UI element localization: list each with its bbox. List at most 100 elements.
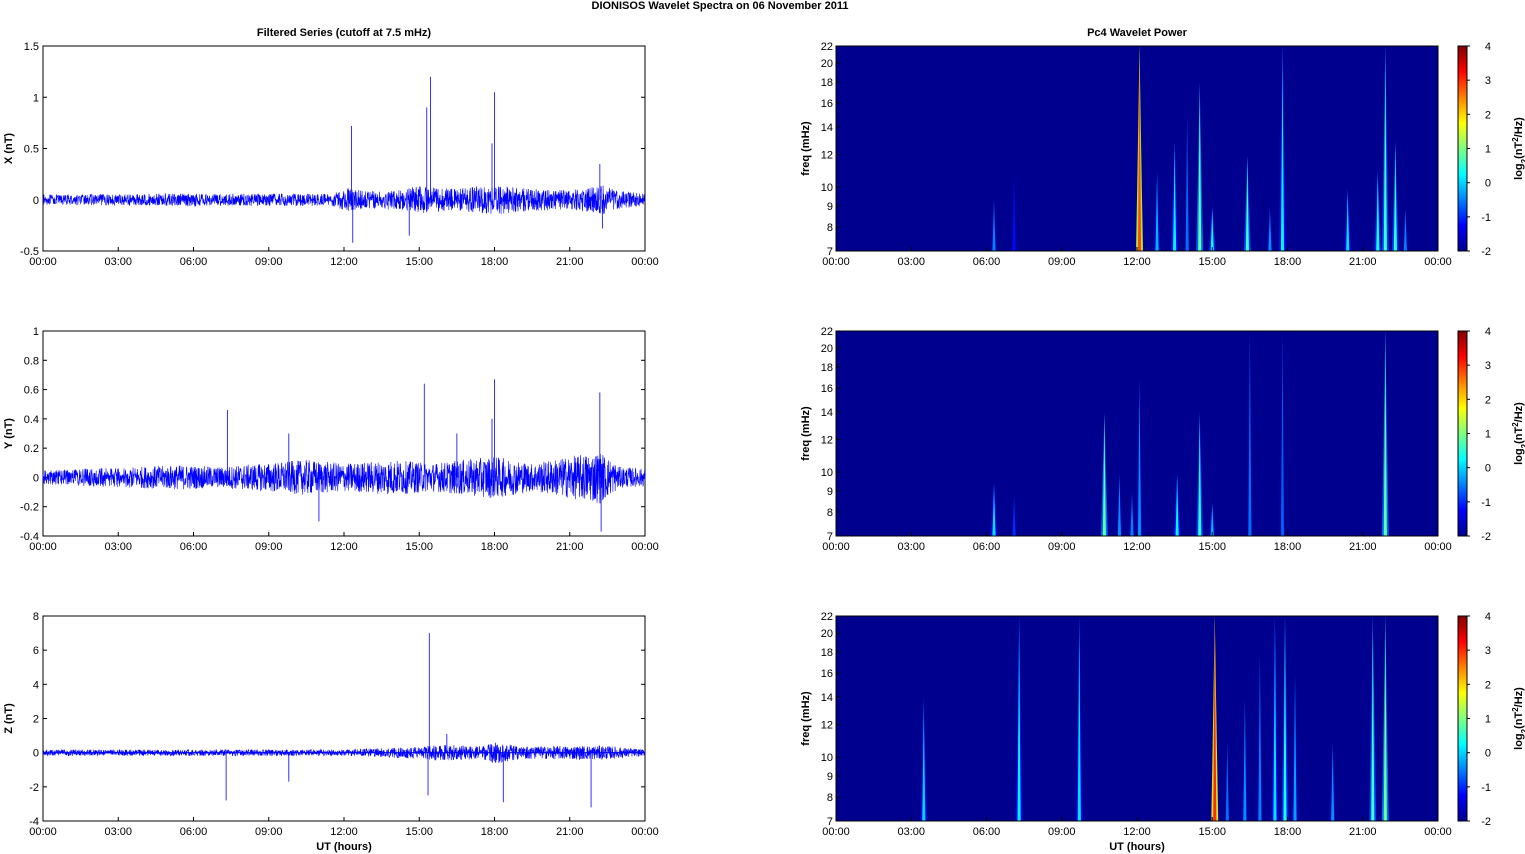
series-ytick-label: 0	[33, 472, 39, 484]
spectrogram-xtick-label: 06:00	[973, 256, 1001, 268]
spectrogram-burst	[1012, 493, 1016, 536]
series-xtick-label: 15:00	[405, 541, 433, 553]
spectrogram-ytick-label: 9	[827, 201, 833, 213]
colorbar-tick-label: 2	[1485, 109, 1491, 121]
series-xtick-label: 15:00	[405, 826, 433, 838]
spectrogram-xtick-label: 09:00	[1048, 826, 1076, 838]
series-xtick-label: 12:00	[330, 256, 358, 268]
series-ytick-label: -2	[29, 782, 39, 794]
spectrogram-burst	[1137, 46, 1142, 251]
spectrogram-xtick-label: 18:00	[1274, 256, 1302, 268]
spectrogram-burst	[1175, 474, 1179, 536]
spectrogram-burst	[992, 198, 996, 251]
series-xtick-label: 03:00	[104, 541, 132, 553]
spectrogram-burst	[1280, 331, 1285, 536]
colorbar-tick-label: 0	[1485, 178, 1491, 190]
x-axis-label-right: UT (hours)	[1109, 841, 1165, 853]
spectrogram-burst	[1117, 474, 1122, 536]
series-xtick-label: 09:00	[255, 256, 283, 268]
spectrogram-xtick-label: 15:00	[1198, 256, 1226, 268]
spectrogram-burst	[1245, 156, 1249, 251]
series-frame	[42, 330, 646, 537]
spectrogram-ytick-label: 22	[821, 611, 833, 623]
spectrogram-burst	[1012, 172, 1016, 251]
spectrogram-background	[836, 616, 1438, 821]
series-ytick-label: 1.5	[24, 41, 39, 53]
spectrogram-ytick-label: 22	[821, 326, 833, 338]
colorbar	[1457, 615, 1468, 822]
spectrogram-xtick-label: 21:00	[1349, 541, 1377, 553]
spectrogram-xtick-label: 00:00	[1424, 541, 1452, 553]
spectrogram-xtick-label: 00:00	[822, 256, 850, 268]
spectrogram-xtick-label: 18:00	[1274, 541, 1302, 553]
spectrogram-ytick-label: 7	[827, 246, 833, 258]
series-xtick-label: 21:00	[556, 256, 584, 268]
spectrogram-ytick-label: 12	[821, 720, 833, 732]
series-panel-x: 1.510.50-0.500:00 03:00 06:00 09:00 12:00 15:…	[3, 41, 659, 268]
spectrogram-burst	[1273, 616, 1277, 821]
colorbar-tick-label: 4	[1485, 41, 1491, 53]
series-ytick-label: 8	[33, 611, 39, 623]
colorbar-tick-label: 0	[1485, 463, 1491, 475]
series-xtick-label: 18:00	[481, 826, 509, 838]
spectrogram-ytick-label: 16	[821, 668, 833, 680]
series-xtick-label: 00:00	[29, 541, 57, 553]
spectrogram-ytick-label: 7	[827, 816, 833, 828]
spectrogram-xtick-label: 09:00	[1048, 256, 1076, 268]
spectrogram-burst	[1293, 675, 1297, 821]
series-ytick-label: 0	[33, 195, 39, 207]
spectrogram-ytick-label: 14	[821, 407, 833, 419]
spectrogram-ytick-label: 9	[827, 486, 833, 498]
spectrogram-xtick-label: 00:00	[1424, 826, 1452, 838]
spectrogram-burst	[1198, 83, 1202, 251]
spectrogram-ytick-label: 7	[827, 531, 833, 543]
spectrogram-xtick-label: 00:00	[822, 826, 850, 838]
spectrogram-xtick-label: 06:00	[973, 541, 1001, 553]
spectrogram-xtick-label: 03:00	[897, 826, 925, 838]
spectrogram-burst	[1331, 742, 1335, 821]
spectrogram-ytick-label: 10	[821, 752, 833, 764]
series-xtick-label: 06:00	[180, 541, 208, 553]
colorbar-tick-label: 1	[1485, 429, 1491, 441]
series-ytick-label: 0.8	[24, 355, 39, 367]
spectrogram-ytick-label: 20	[821, 628, 833, 640]
spectrogram-burst	[1155, 172, 1159, 251]
series-ytick-label: 2	[33, 714, 39, 726]
spectrogram-xtick-label: 12:00	[1123, 826, 1151, 838]
spectrogram-burst	[1102, 413, 1106, 536]
series-xtick-label: 00:00	[631, 541, 659, 553]
spectrogram-xtick-label: 09:00	[1048, 541, 1076, 553]
spectrogram-xtick-label: 03:00	[897, 541, 925, 553]
spectrogram-burst	[1383, 46, 1387, 251]
spectrogram-burst	[922, 698, 926, 821]
x-axis-label-left: UT (hours)	[316, 841, 372, 853]
colorbar-tick-label: 3	[1485, 645, 1491, 657]
series-xtick-label: 09:00	[255, 826, 283, 838]
spectrogram-xtick-label: 00:00	[822, 541, 850, 553]
spectrogram-ytick-label: 18	[821, 647, 833, 659]
spectrogram-xtick-label: 03:00	[897, 256, 925, 268]
spectrogram-xtick-label: 12:00	[1123, 256, 1151, 268]
series-xtick-label: 18:00	[481, 541, 509, 553]
spectrogram-burst	[1383, 616, 1387, 821]
series-ytick-label: 6	[33, 645, 39, 657]
spectrogram-burst	[1210, 503, 1214, 536]
series-trace	[42, 453, 646, 504]
series-ytick-label: 0	[33, 748, 39, 760]
colorbar-tick-label: 2	[1485, 679, 1491, 691]
colorbar-tick-label: 2	[1485, 394, 1491, 406]
colorbar-tick-label: -1	[1481, 497, 1491, 509]
series-xtick-label: 00:00	[631, 826, 659, 838]
series-xtick-label: 00:00	[29, 826, 57, 838]
spectrogram-ytick-label: 12	[821, 435, 833, 447]
series-xtick-label: 15:00	[405, 256, 433, 268]
colorbar-tick-label: 1	[1485, 144, 1491, 156]
series-trace	[42, 185, 646, 214]
spectrogram-y-axis-label: freq (mHz)	[800, 121, 812, 176]
spectrogram-burst	[1210, 208, 1214, 251]
colorbar-tick-label: 3	[1485, 360, 1491, 372]
spectrogram-burst	[1173, 142, 1177, 251]
